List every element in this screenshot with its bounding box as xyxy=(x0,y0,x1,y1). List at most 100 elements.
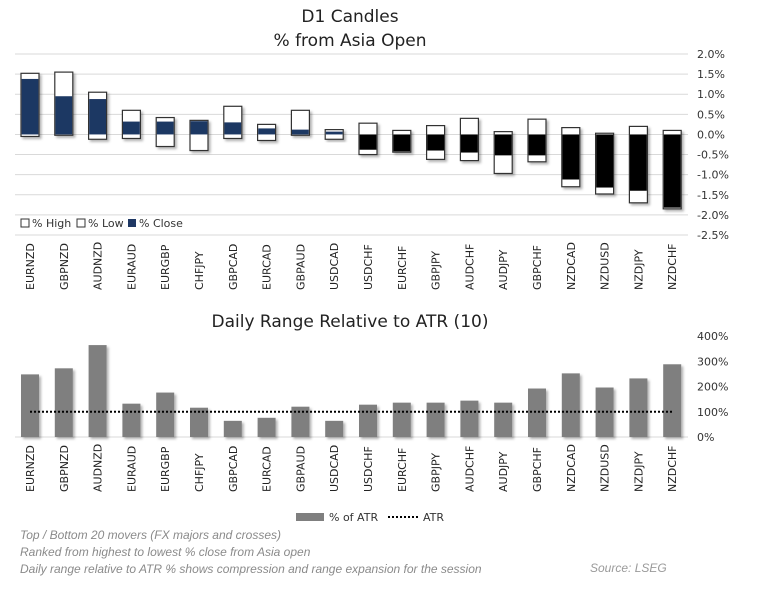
candle-close-body xyxy=(21,78,39,135)
bar-NZDCHF xyxy=(663,364,682,437)
x-tick-label: AUDNZD xyxy=(92,444,105,492)
candle-close-body xyxy=(596,134,613,188)
x-tick-label: EURAUD xyxy=(125,446,138,492)
top-chart-title: D1 Candles xyxy=(301,7,398,27)
candle-GBPCHF xyxy=(527,118,547,163)
legend-close: % Close xyxy=(139,217,183,230)
bar-EURAUD xyxy=(122,403,141,437)
x-tick-label: GBPCHF xyxy=(531,447,544,492)
y-tick-label: -2.0% xyxy=(697,209,729,222)
x-tick-label: AUDCHF xyxy=(463,244,476,290)
candle-GBPJPY xyxy=(426,124,446,160)
x-tick-label: EURNZD xyxy=(24,243,37,290)
bottom-chart-title: Daily Range Relative to ATR (10) xyxy=(212,312,489,332)
x-tick-label: EURNZD xyxy=(24,445,37,492)
x-tick-label: AUDCHF xyxy=(463,446,476,492)
x-tick-label: NZDCAD xyxy=(565,242,578,290)
candle-GBPCAD xyxy=(223,105,243,140)
candle-close-body xyxy=(190,121,208,135)
bar-GBPCAD xyxy=(223,420,242,437)
bar-NZDJPY xyxy=(629,378,648,437)
candle-GBPNZD xyxy=(54,71,74,136)
y-tick-label: 400% xyxy=(697,330,728,343)
candle-AUDCHF xyxy=(459,117,479,162)
x-tick-label: USDCHF xyxy=(362,244,375,290)
x-tick-label: NZDUSD xyxy=(599,242,612,290)
candle-close-body xyxy=(663,134,681,208)
y-tick-label: 2.0% xyxy=(697,48,725,61)
bar-USDCAD xyxy=(325,420,344,437)
x-tick-label: NZDCHF xyxy=(666,243,679,290)
candle-close-body xyxy=(393,134,411,152)
top-chart-subtitle: % from Asia Open xyxy=(274,31,427,51)
y-tick-label: -1.5% xyxy=(697,189,729,202)
candle-close-body xyxy=(258,128,275,135)
bar-EURCHF xyxy=(392,402,411,437)
bar-GBPJPY xyxy=(426,402,445,437)
candle-close-body xyxy=(494,134,512,156)
bar-USDCHF xyxy=(359,404,377,437)
y-tick-label: 300% xyxy=(697,355,728,368)
x-tick-label: NZDJPY xyxy=(632,451,645,492)
bar-AUDCHF xyxy=(460,400,479,437)
bar-AUDNZD xyxy=(88,345,107,437)
candle-close-body xyxy=(123,121,140,135)
x-tick-label: NZDUSD xyxy=(599,444,612,492)
y-tick-label: 1.0% xyxy=(697,88,725,101)
candle-NZDJPY xyxy=(628,125,649,204)
candle-GBPAUD xyxy=(290,109,310,136)
x-tick-label: NZDJPY xyxy=(632,249,645,290)
x-tick-label: AUDJPY xyxy=(497,249,510,290)
x-tick-label: USDCHF xyxy=(362,446,375,492)
x-tick-label: GBPCHF xyxy=(531,245,544,290)
candle-close-body xyxy=(528,134,546,156)
x-tick-label: USDCAD xyxy=(328,243,341,290)
bar-CHFJPY xyxy=(190,407,208,437)
legend-high: % High xyxy=(32,217,71,230)
candle-NZDUSD xyxy=(594,132,615,195)
candle-range xyxy=(290,109,310,136)
y-tick-label: -1.0% xyxy=(697,169,729,182)
y-tick-label: -0.5% xyxy=(697,149,729,162)
x-tick-label: CHFJPY xyxy=(193,453,206,492)
candle-close-body xyxy=(427,134,444,151)
candle-close-body xyxy=(292,129,309,135)
bar-GBPAUD xyxy=(291,406,310,437)
candle-USDCAD xyxy=(324,129,344,140)
x-tick-label: AUDNZD xyxy=(92,242,105,290)
candle-range xyxy=(324,129,344,140)
candle-close-body xyxy=(325,131,343,135)
y-tick-label: 0.5% xyxy=(697,108,725,121)
x-tick-label: GBPJPY xyxy=(430,453,443,492)
x-tick-label: USDCAD xyxy=(328,445,341,492)
candle-close-body xyxy=(55,96,73,135)
x-tick-label: GBPNZD xyxy=(58,445,71,492)
candle-AUDNZD xyxy=(87,91,108,140)
x-tick-label: EURAUD xyxy=(125,244,138,290)
x-tick-label: GBPCAD xyxy=(227,244,240,290)
bar-AUDJPY xyxy=(494,402,513,437)
bar-GBPCHF xyxy=(528,388,546,437)
x-tick-label: GBPJPY xyxy=(430,251,443,290)
candle-close-body xyxy=(630,134,647,191)
candle-NZDCHF xyxy=(662,129,682,210)
candle-NZDCAD xyxy=(561,127,581,188)
candle-close-body xyxy=(562,134,580,180)
top-legend: % High % Low % Close xyxy=(20,217,183,230)
x-tick-label: GBPAUD xyxy=(294,244,307,290)
candle-close-body xyxy=(359,134,377,150)
x-tick-label: EURCAD xyxy=(261,446,274,492)
note-2: Ranked from highest to lowest % close fr… xyxy=(20,545,311,559)
x-tick-label: EURGBP xyxy=(159,446,172,492)
note-3: Daily range relative to ATR % shows comp… xyxy=(20,562,482,576)
source-label: Source: LSEG xyxy=(590,561,667,575)
candle-EURGBP xyxy=(155,116,175,148)
candle-AUDJPY xyxy=(493,131,513,175)
x-tick-label: GBPAUD xyxy=(294,446,307,492)
candle-close-body xyxy=(461,134,478,153)
legend-low: % Low xyxy=(88,217,124,230)
candle-close-body xyxy=(156,121,174,135)
legend-atr: ATR xyxy=(423,511,444,524)
y-tick-label: 0.0% xyxy=(697,128,725,141)
